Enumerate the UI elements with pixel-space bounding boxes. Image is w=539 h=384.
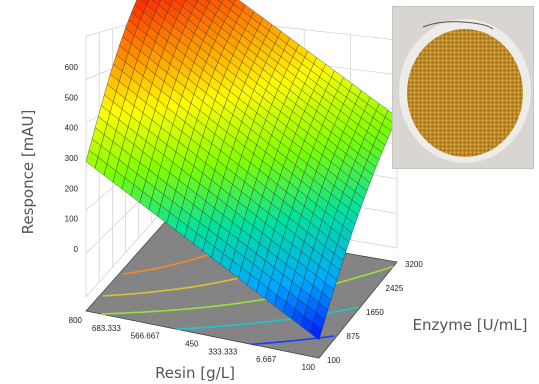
enzyme-tick-label: 3200 — [405, 260, 423, 269]
response-tick-label: 300 — [65, 154, 79, 163]
resin-tick-label: 100 — [302, 363, 316, 372]
enzyme-tick-label: 2425 — [386, 284, 404, 293]
sample-photo — [392, 6, 534, 169]
axis-ticks: 0 100 200 300 400 500 600 800 683.333 566.667 450 3… — [65, 63, 424, 372]
response-tick-label: 500 — [65, 93, 79, 102]
enzyme-tick-label: 100 — [327, 356, 341, 365]
resin-tick-label: 800 — [69, 316, 83, 325]
response-tick-label: 200 — [65, 184, 79, 193]
enzyme-tick-label: 1650 — [366, 308, 384, 317]
response-tick-label: 600 — [65, 63, 79, 72]
response-tick-label: 0 — [74, 245, 79, 254]
contour-line — [251, 335, 335, 346]
resin-tick-label: 6.667 — [256, 355, 277, 364]
enzyme-axis-title: Enzyme [U/mL] — [412, 316, 527, 334]
resin-axis-title: Resin [g/L] — [155, 364, 235, 382]
surface-mesh — [85, 0, 398, 341]
response-axis-title: Responce [mAU] — [19, 110, 37, 235]
resin-tick-label: 450 — [185, 340, 199, 349]
enzyme-tick-label: 875 — [347, 332, 361, 341]
petri-dish-image — [399, 19, 531, 163]
surface-cell — [309, 322, 323, 341]
resin-tick-label: 566.667 — [131, 332, 160, 341]
contour-line — [176, 306, 359, 330]
response-tick-label: 100 — [65, 215, 79, 224]
response-tick-label: 400 — [65, 124, 79, 133]
resin-tick-label: 333.333 — [208, 347, 237, 356]
resin-tick-label: 683.333 — [92, 324, 121, 333]
